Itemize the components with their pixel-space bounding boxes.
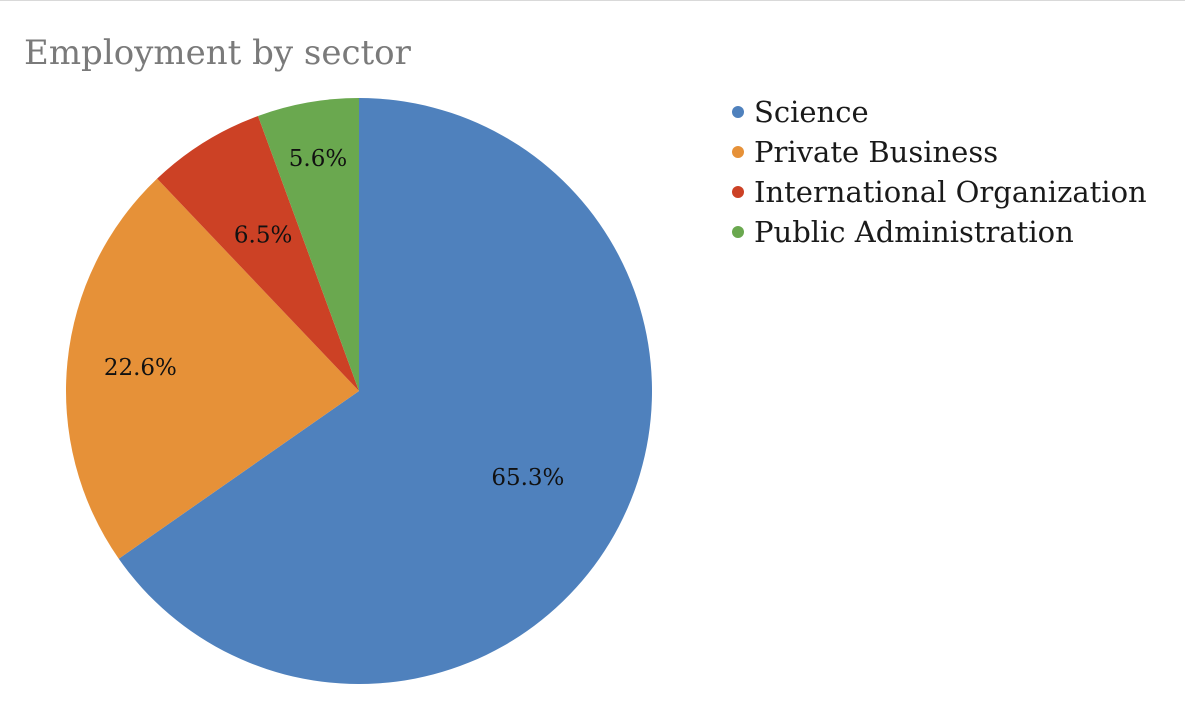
legend-marker-private-business bbox=[732, 146, 744, 158]
slice-label-public-administration: 5.6% bbox=[289, 146, 347, 172]
legend-item-public-administration: Public Administration bbox=[732, 212, 1147, 252]
legend-marker-international-organization bbox=[732, 186, 744, 198]
chart-title: Employment by sector bbox=[24, 33, 411, 73]
pie-chart: 65.3% 22.6% 6.5% 5.6% bbox=[66, 98, 652, 684]
slice-label-private-business: 22.6% bbox=[104, 355, 177, 381]
legend-label-international-organization: International Organization bbox=[754, 175, 1147, 209]
slice-label-international-organization: 6.5% bbox=[234, 223, 292, 249]
pie-slice-public-administration bbox=[258, 98, 359, 391]
legend-marker-public-administration bbox=[732, 226, 744, 238]
legend-item-international-organization: International Organization bbox=[732, 172, 1147, 212]
pie-slice-private-business bbox=[66, 178, 359, 559]
legend-item-science: Science bbox=[732, 92, 1147, 132]
legend-label-private-business: Private Business bbox=[754, 135, 999, 169]
legend-item-private-business: Private Business bbox=[732, 132, 1147, 172]
pie-slice-international-organization bbox=[157, 115, 359, 391]
legend-label-public-administration: Public Administration bbox=[754, 215, 1074, 249]
legend-marker-science bbox=[732, 106, 744, 118]
slice-label-science: 65.3% bbox=[491, 465, 564, 491]
pie-slice-science bbox=[118, 98, 652, 684]
legend-label-science: Science bbox=[754, 95, 869, 129]
top-divider bbox=[0, 0, 1185, 1]
chart-legend: Science Private Business International O… bbox=[732, 92, 1147, 252]
